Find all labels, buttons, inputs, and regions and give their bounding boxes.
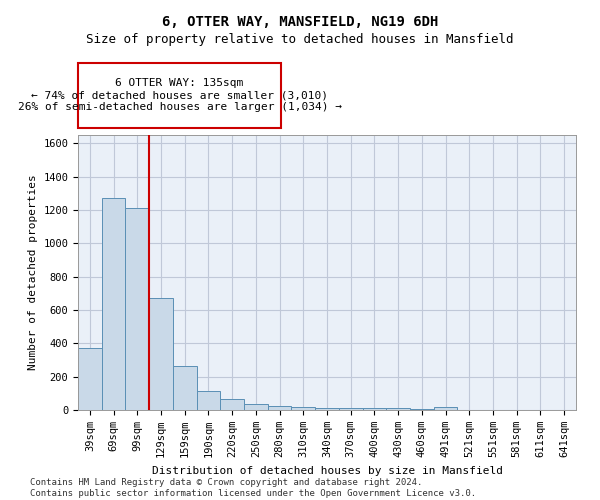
Bar: [339, 408, 362, 410]
Bar: [292, 406, 315, 410]
Bar: [78, 348, 102, 410]
Bar: [220, 399, 244, 410]
Bar: [102, 198, 125, 410]
Bar: [386, 408, 410, 410]
X-axis label: Distribution of detached houses by size in Mansfield: Distribution of detached houses by size …: [151, 466, 503, 475]
Bar: [173, 366, 197, 410]
Text: 6, OTTER WAY, MANSFIELD, NG19 6DH: 6, OTTER WAY, MANSFIELD, NG19 6DH: [162, 15, 438, 29]
Bar: [410, 409, 434, 410]
Bar: [434, 406, 457, 410]
Bar: [125, 208, 149, 410]
Bar: [315, 408, 339, 410]
Bar: [268, 406, 292, 410]
Bar: [197, 391, 220, 410]
Bar: [149, 298, 173, 410]
Text: 6 OTTER WAY: 135sqm
← 74% of detached houses are smaller (3,010)
26% of semi-det: 6 OTTER WAY: 135sqm ← 74% of detached ho…: [17, 78, 341, 112]
Bar: [244, 404, 268, 410]
Text: Contains HM Land Registry data © Crown copyright and database right 2024.
Contai: Contains HM Land Registry data © Crown c…: [30, 478, 476, 498]
Bar: [362, 408, 386, 410]
Y-axis label: Number of detached properties: Number of detached properties: [28, 174, 38, 370]
Text: Size of property relative to detached houses in Mansfield: Size of property relative to detached ho…: [86, 32, 514, 46]
